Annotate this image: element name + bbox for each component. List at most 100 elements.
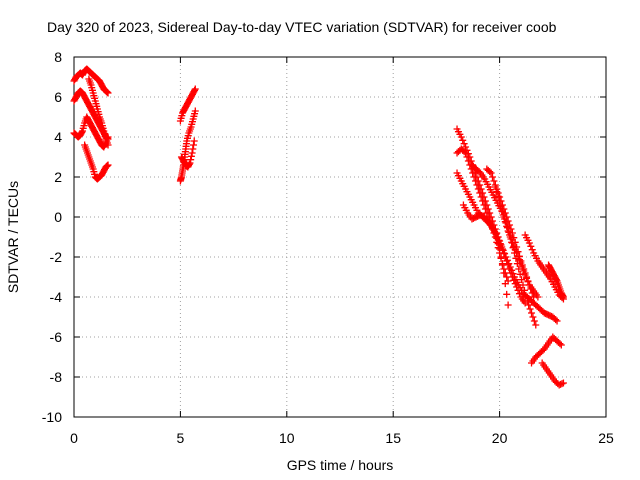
data-point: [504, 301, 512, 309]
x-tick-label: 20: [492, 430, 508, 446]
series-arc18: [528, 333, 565, 367]
data-point: [525, 301, 533, 309]
data-point: [189, 145, 197, 153]
y-tick-label: 6: [54, 89, 62, 105]
data-point: [190, 141, 198, 149]
series-arc12: [459, 201, 561, 325]
data-point: [517, 259, 525, 267]
data-point: [556, 340, 564, 348]
data-point: [499, 246, 507, 254]
y-tick-label: 0: [54, 209, 62, 225]
y-tick-label: -4: [50, 289, 63, 305]
data-point: [464, 157, 472, 165]
data-point: [557, 341, 565, 349]
y-tick-label: -10: [42, 409, 62, 425]
data-point: [520, 267, 528, 275]
data-point: [470, 173, 478, 181]
data-point: [463, 153, 471, 161]
data-point: [471, 177, 479, 185]
series-arc5: [85, 75, 112, 149]
y-tick-label: 8: [54, 49, 62, 65]
data-point: [469, 169, 477, 177]
data-point: [483, 209, 491, 217]
data-point: [521, 271, 529, 279]
data-point: [462, 149, 470, 157]
plot-frame: [73, 56, 607, 418]
data-point: [459, 136, 467, 144]
data-point: [518, 263, 526, 271]
data-point: [491, 229, 499, 237]
data-point: [503, 222, 511, 230]
data-point: [523, 297, 531, 305]
data-point: [516, 270, 524, 278]
data-point: [103, 162, 111, 170]
series-arc15: [491, 183, 542, 301]
data-point: [553, 317, 561, 325]
data-point: [528, 309, 536, 317]
data-point: [513, 260, 521, 268]
data-point: [103, 88, 111, 96]
data-point: [480, 201, 488, 209]
data-point: [523, 274, 531, 282]
data-point: [504, 227, 512, 235]
data-point: [559, 293, 567, 301]
y-tick-label: -8: [50, 369, 63, 385]
x-tick-label: 0: [70, 430, 78, 446]
data-point: [505, 260, 513, 268]
data-point: [187, 156, 195, 164]
data-point: [191, 107, 199, 115]
data-point: [525, 239, 533, 247]
x-tick-label: 10: [279, 430, 295, 446]
series-arc3: [70, 113, 112, 151]
y-tick-labels: -10 -8 -6 -4 -2 0 2 4 6 8: [42, 49, 62, 425]
series-arc19: [538, 359, 567, 389]
data-point: [78, 128, 86, 136]
data-point: [185, 160, 193, 168]
data-point: [497, 202, 505, 210]
data-point: [104, 141, 112, 149]
data-point: [103, 162, 111, 170]
data-point: [495, 236, 503, 244]
series-arc1: [70, 65, 112, 97]
series-arc7: [176, 85, 199, 125]
data-point: [559, 292, 567, 300]
series-arc17: [545, 261, 567, 301]
data-point: [188, 149, 196, 157]
data-point: [498, 201, 506, 209]
data-point: [496, 240, 504, 248]
data-point: [498, 261, 506, 269]
data-point: [532, 321, 540, 329]
data-point: [487, 169, 495, 177]
data-point: [514, 252, 522, 260]
data-point: [510, 242, 518, 250]
x-tick-label: 25: [598, 430, 614, 446]
data-point: [519, 281, 527, 289]
data-point: [552, 276, 560, 284]
series-arc8: [177, 137, 198, 171]
data-point: [527, 242, 535, 250]
data-point: [518, 276, 526, 284]
data-point: [552, 316, 560, 324]
data-point: [486, 168, 494, 176]
data-point: [559, 379, 567, 387]
series-arc4: [81, 141, 112, 183]
data-point: [493, 233, 501, 241]
data-point: [104, 89, 112, 97]
data-point: [501, 280, 509, 288]
data-point: [496, 197, 504, 205]
data-point: [507, 235, 515, 243]
data-point: [528, 246, 536, 254]
data-point: [481, 205, 489, 213]
data-points: [70, 65, 567, 389]
data-point: [500, 269, 508, 277]
data-point: [103, 88, 111, 96]
data-point: [491, 183, 499, 191]
data-point: [457, 133, 465, 141]
data-point: [190, 137, 198, 145]
data-point: [501, 250, 509, 258]
data-point: [476, 189, 484, 197]
y-axis-title: SDTVAR / TECUs: [5, 181, 21, 293]
data-point: [460, 148, 468, 156]
data-point: [502, 253, 510, 261]
data-point: [503, 273, 511, 281]
